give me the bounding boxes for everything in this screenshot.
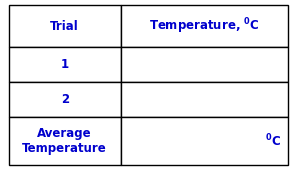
Bar bbox=[121, 5, 288, 47]
Bar bbox=[9, 47, 121, 82]
Text: $^{\bf{0}}$$\bf{C}$: $^{\bf{0}}$$\bf{C}$ bbox=[265, 132, 281, 149]
Text: 2: 2 bbox=[61, 93, 69, 106]
Text: Temperature, $^{\bf{0}}$$\bf{C}$: Temperature, $^{\bf{0}}$$\bf{C}$ bbox=[149, 16, 260, 36]
Bar bbox=[121, 82, 288, 117]
Bar bbox=[9, 82, 121, 117]
Bar bbox=[9, 5, 121, 47]
Text: Average
Temperature: Average Temperature bbox=[22, 127, 107, 155]
Bar bbox=[121, 47, 288, 82]
Bar bbox=[9, 117, 121, 165]
Bar bbox=[121, 117, 288, 165]
Text: 1: 1 bbox=[61, 58, 69, 71]
Text: Trial: Trial bbox=[50, 20, 79, 33]
